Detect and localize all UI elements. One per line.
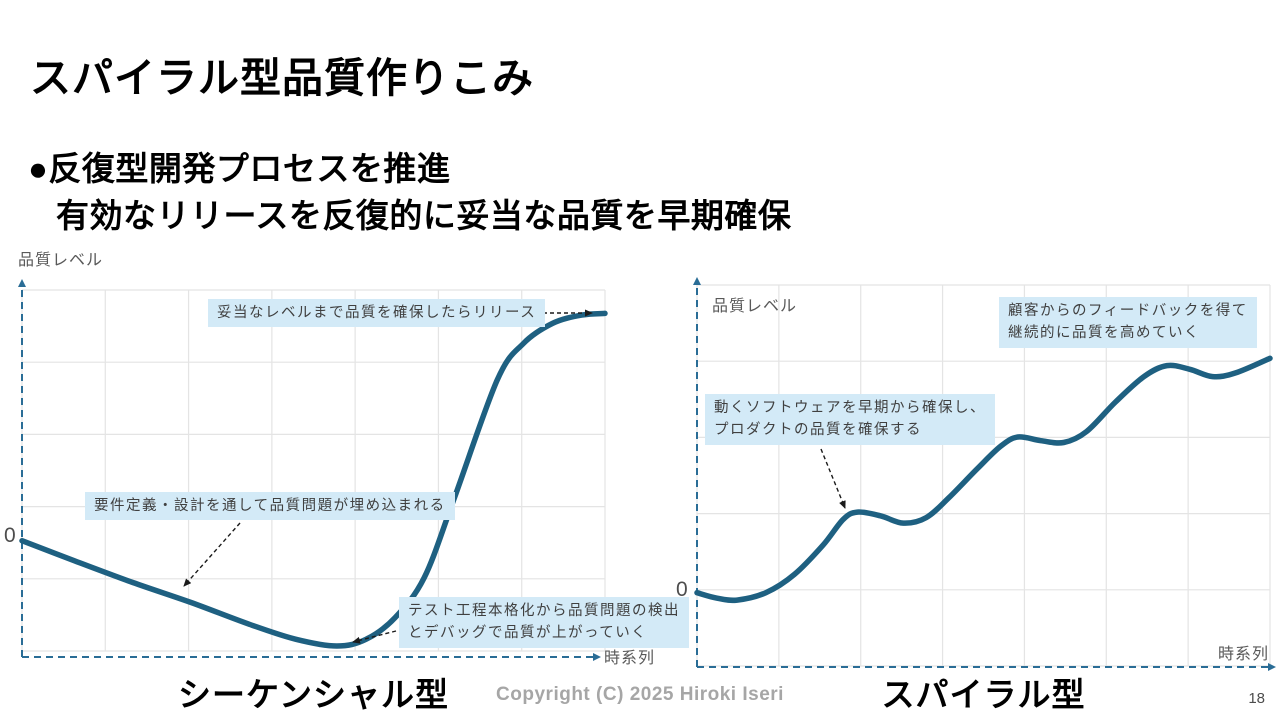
bullet-line-1: ●反復型開発プロセスを推進 [28, 150, 451, 187]
slide-title: スパイラル型品質作りこみ [30, 55, 534, 101]
right-chart-ylabel: 品質レベル [712, 298, 798, 315]
bullet-block: ●反復型開発プロセスを推進 有効なリリースを反復的に妥当な品質を早期確保 [28, 146, 791, 240]
bullet-line-2: 有効なリリースを反復的に妥当な品質を早期確保 [56, 196, 792, 234]
left-chart-ylabel: 品質レベル [18, 252, 104, 269]
annotation-test-debug-note: テスト工程本格化から品質問題の検出 とデバッグで品質が上がっていく [399, 597, 689, 648]
right-chart-xlabel: 時系列 [1218, 646, 1270, 663]
right-chart-zero-label: 0 [676, 578, 688, 601]
left-chart-zero-label: 0 [4, 524, 16, 547]
annotation-release-note: 妥当なレベルまで品質を確保したらリリース [208, 299, 546, 328]
copyright-text: Copyright (C) 2025 Hiroki Iseri [496, 684, 784, 705]
annotation-feedback-note: 顧客からのフィードバックを得て 継続的に品質を高めていく [999, 297, 1257, 348]
left-chart-title: シーケンシャル型 [177, 676, 449, 713]
right-chart-title: スパイラル型 [881, 676, 1086, 713]
page-number: 18 [1248, 690, 1265, 707]
annotation-defect-injection-note: 要件定義・設計を通して品質問題が埋め込まれる [85, 492, 455, 521]
annotation-working-software-note: 動くソフトウェアを早期から確保し、 プロダクトの品質を確保する [705, 394, 995, 445]
left-chart-xlabel: 時系列 [604, 650, 656, 667]
